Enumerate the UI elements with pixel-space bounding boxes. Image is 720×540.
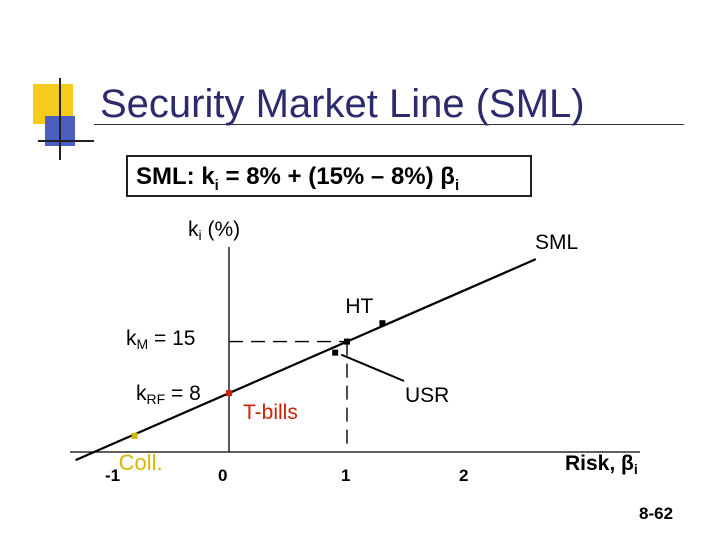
chart-points — [131, 320, 386, 439]
data-point — [379, 320, 386, 327]
title-underline — [94, 124, 684, 125]
usr-arrow — [340, 353, 405, 382]
page-title: Security Market Line (SML) — [100, 82, 585, 126]
guide-lines — [229, 340, 405, 452]
x-tick-label: 2 — [459, 466, 468, 485]
formula-sub: i — [214, 176, 219, 194]
point-label: Coll. — [119, 450, 163, 475]
km-label: kM = 15 — [126, 327, 195, 352]
sml-label: SML — [535, 231, 578, 254]
sml-line — [75, 258, 537, 462]
data-point — [226, 390, 232, 397]
krf-label: kRF = 8 — [136, 382, 201, 407]
x-tick-label: 1 — [341, 466, 350, 485]
data-point — [332, 349, 339, 356]
formula-prefix: SML: k — [136, 163, 215, 190]
page-number: 8-62 — [639, 504, 674, 523]
formula-box: SML: ki = 8% + (15% – 8%) βi — [126, 155, 532, 197]
chart-labels: ki (%) Risk, βi -1 0 1 2 SML kM = 15 kRF = 8 HT T-… — [105, 218, 638, 485]
accent-vertical-bar — [59, 78, 61, 160]
x-tick-label: -1 — [105, 466, 120, 485]
point-label: HT — [345, 295, 373, 318]
formula-middle: = 8% + (15% – 8%) β — [218, 163, 455, 190]
chart-series — [75, 258, 537, 462]
accent-horizontal-bar — [38, 140, 94, 142]
point-label: T-bills — [243, 401, 298, 424]
chart-axes — [70, 247, 640, 453]
x-axis-label: Risk, βi — [565, 452, 638, 477]
usr-label: USR — [405, 384, 449, 407]
data-point — [131, 432, 138, 439]
formula-sub-2: i — [454, 176, 460, 194]
y-axis-label: ki (%) — [188, 218, 240, 243]
data-point — [344, 338, 350, 345]
x-tick-label: 0 — [218, 466, 227, 485]
